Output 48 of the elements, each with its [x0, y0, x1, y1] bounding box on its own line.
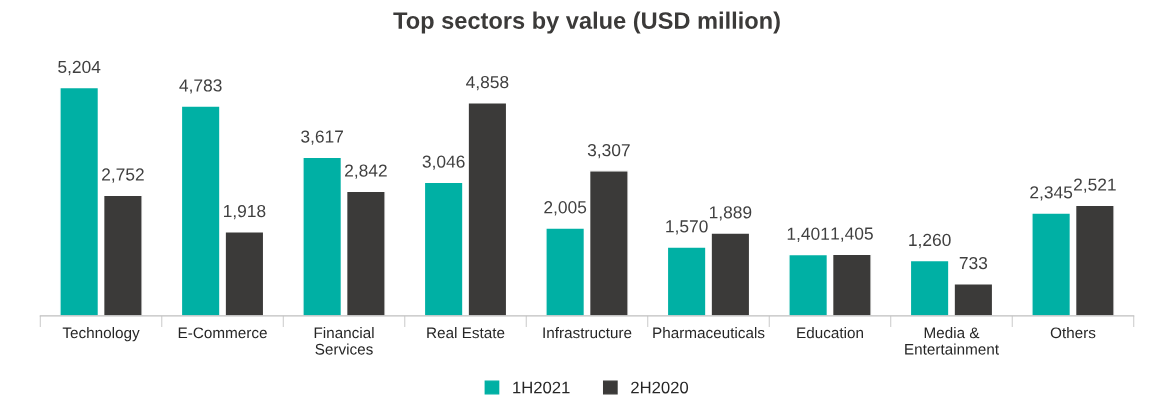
data-label: 4,858: [466, 75, 509, 91]
data-label: 2,521: [1074, 178, 1116, 193]
bar: [224, 231, 265, 316]
bar: [909, 259, 950, 316]
data-label: 3,046: [422, 155, 465, 170]
legend-label: 2H2020: [631, 381, 689, 394]
bar: [59, 86, 100, 316]
data-label: 1,260: [909, 233, 951, 249]
x-tick-label: Financial Services: [314, 327, 374, 355]
bar: [545, 227, 586, 316]
bar: [953, 283, 994, 316]
data-label: 5,204: [58, 60, 101, 76]
x-tick-label: Real Estate: [427, 327, 505, 339]
bar: [666, 246, 707, 316]
chart-title: Top sectors by value (USD million): [393, 11, 780, 34]
bar: [1074, 204, 1115, 316]
bar: [788, 253, 829, 316]
data-label: 4,783: [179, 79, 222, 94]
data-label: 3,307: [587, 144, 630, 159]
data-label: 733: [959, 256, 988, 270]
x-tick-label: Technology: [62, 327, 140, 342]
x-tick-label: Pharmaceuticals: [653, 327, 765, 339]
bar: [302, 156, 343, 316]
data-label: 3,617: [301, 130, 344, 145]
bar: [1031, 212, 1072, 316]
x-tick-label: Media & Entertainment: [905, 327, 999, 355]
data-label: 2,345: [1030, 186, 1073, 201]
data-label: 2,005: [544, 201, 587, 216]
x-tick-label: Education: [797, 327, 863, 339]
bar: [831, 253, 872, 316]
data-label: 2,842: [345, 164, 387, 179]
bar: [588, 170, 629, 316]
bar: [423, 181, 464, 316]
legend-label: 1H2021: [513, 381, 570, 394]
x-tick-label: E-Commerce: [178, 327, 267, 339]
bar: [467, 102, 508, 316]
bar: [180, 105, 221, 316]
data-label: 1,889: [709, 206, 752, 221]
data-label: 2,752: [102, 168, 144, 183]
x-tick-label: Infrastructure: [543, 327, 632, 339]
data-label: 1,405: [831, 227, 873, 242]
bar: [345, 190, 386, 316]
bar: [102, 194, 143, 316]
x-tick-label: Others: [1050, 327, 1096, 339]
data-label: 1,918: [224, 204, 266, 220]
bar: [710, 232, 751, 316]
data-label: 1,570: [666, 220, 708, 235]
data-label: 1,401: [787, 227, 830, 242]
